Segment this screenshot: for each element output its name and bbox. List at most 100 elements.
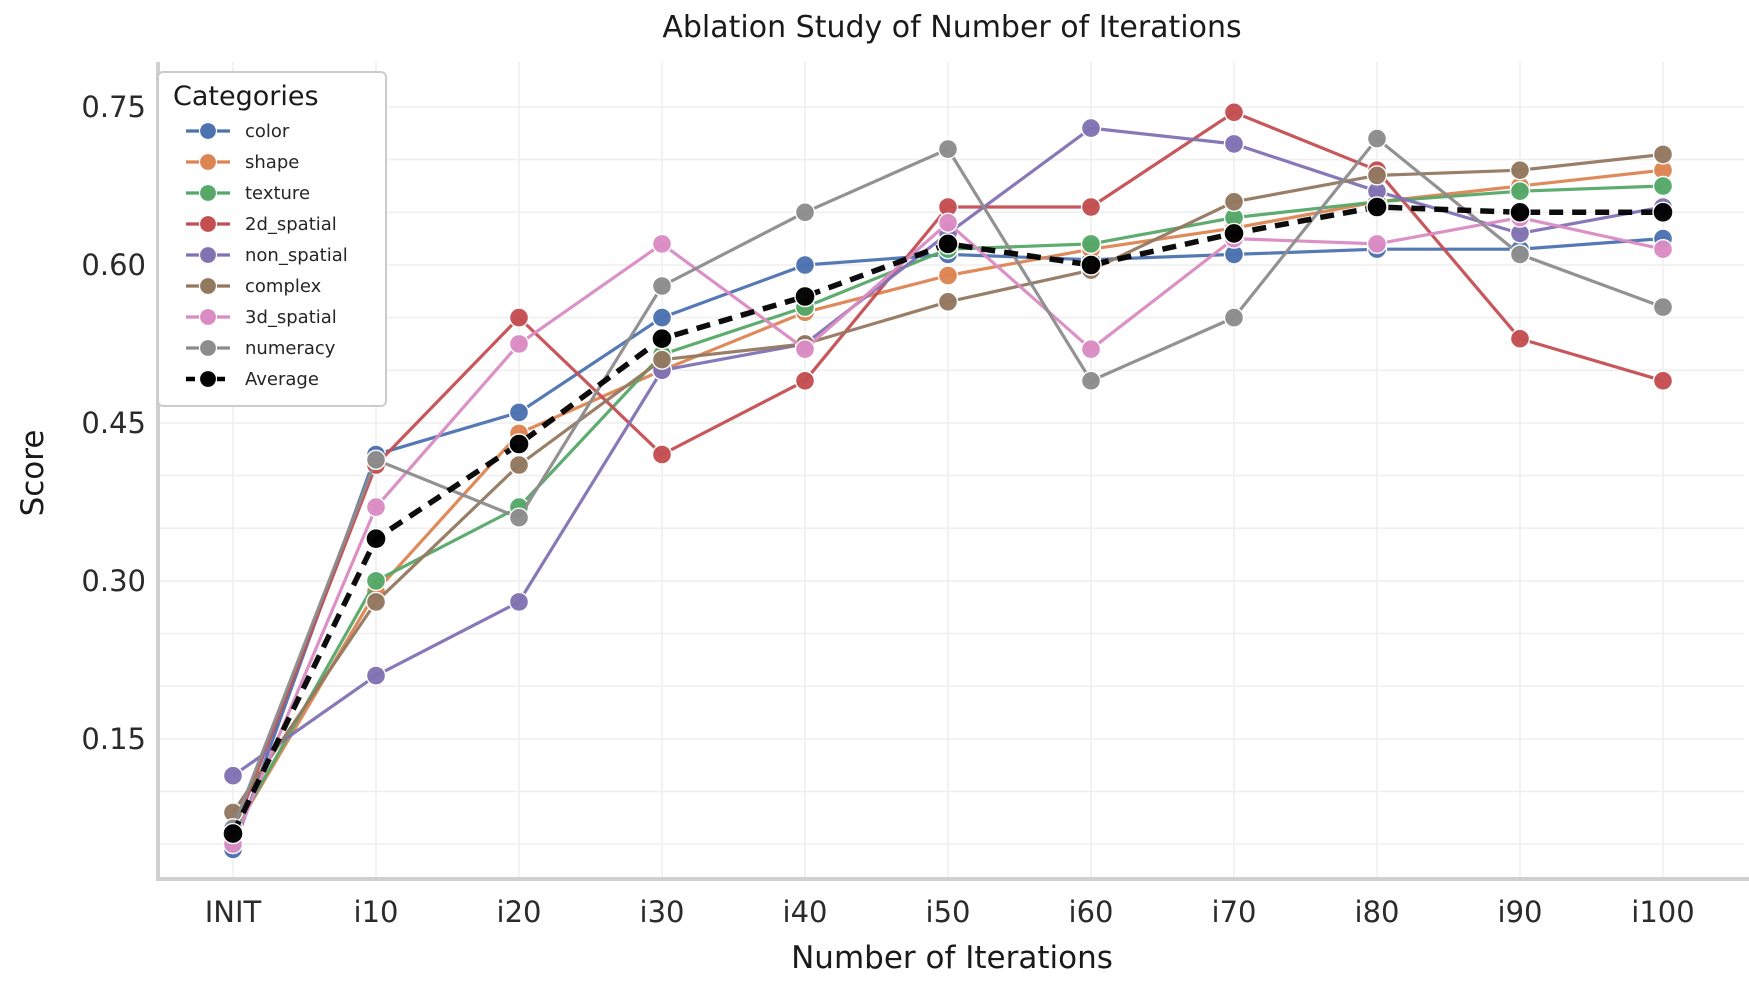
- series-2d_spatial-marker: [794, 370, 816, 391]
- legend-item-label: numeracy: [245, 337, 336, 359]
- y-tick-label: 0.30: [81, 564, 146, 598]
- x-tick-label: i50: [926, 895, 971, 929]
- legend-item-2d_spatial: 2d_spatial: [185, 211, 371, 237]
- series-2d_spatial-marker: [1509, 328, 1531, 349]
- series-texture-marker: [365, 570, 387, 592]
- x-tick-label: i80: [1355, 895, 1400, 929]
- legend-marker-icon: [198, 276, 218, 296]
- series-3d_spatial-marker: [1080, 339, 1102, 360]
- x-axis-spine: [156, 877, 1749, 881]
- legend-marker-icon: [198, 152, 218, 172]
- legend-2d_spatial-swatch-icon: [186, 214, 230, 234]
- series-2d_spatial-marker: [1652, 370, 1674, 391]
- legend-item-label: non_spatial: [245, 244, 348, 266]
- x-tick-label: i40: [783, 895, 828, 929]
- y-axis-title: Score: [15, 429, 51, 517]
- series-Average-marker: [222, 822, 244, 845]
- legend-color-swatch-icon: [186, 121, 230, 141]
- series-numeracy-marker: [508, 507, 530, 528]
- legend-texture-swatch-icon: [186, 183, 230, 203]
- legend-item-label: 2d_spatial: [245, 213, 337, 235]
- y-tick-label: 0.75: [81, 90, 146, 124]
- legend-marker-icon: [198, 214, 218, 234]
- legend-marker-icon: [198, 245, 218, 265]
- y-tick-label: 0.45: [81, 406, 146, 440]
- legend-item-color: color: [185, 118, 371, 144]
- series-non_spatial-marker: [1080, 117, 1102, 139]
- legend-item-label: Average: [245, 368, 319, 390]
- series-3d_spatial-marker: [365, 496, 387, 518]
- series-numeracy-marker: [1652, 296, 1674, 318]
- series-texture-marker: [1509, 180, 1531, 202]
- legend-item-label: texture: [245, 182, 311, 204]
- series-numeracy-marker: [365, 449, 387, 470]
- legend-item-texture: texture: [185, 180, 371, 206]
- series-numeracy-marker: [937, 138, 959, 160]
- legend-item-label: shape: [245, 151, 300, 173]
- series-Average-marker: [365, 528, 387, 550]
- legend-complex-swatch-icon: [186, 276, 230, 296]
- legend-item-3d_spatial: 3d_spatial: [185, 304, 371, 330]
- series-texture-marker: [1652, 175, 1674, 197]
- series-Average-marker: [651, 328, 673, 350]
- x-tick-label: i90: [1498, 895, 1543, 929]
- legend-item-numeracy: numeracy: [185, 335, 371, 361]
- series-3d_spatial-marker: [794, 339, 816, 360]
- series-numeracy-marker: [1080, 370, 1102, 391]
- series-3d_spatial-marker: [651, 233, 673, 255]
- legend-shape-swatch-icon: [186, 152, 230, 172]
- series-complex-marker: [937, 291, 959, 312]
- legend-marker-icon: [198, 183, 218, 203]
- series-complex-marker: [508, 454, 530, 476]
- series-complex-marker: [1223, 191, 1245, 213]
- y-tick-label: 0.15: [81, 722, 146, 756]
- series-complex-marker: [365, 591, 387, 613]
- series-texture-marker: [1080, 233, 1102, 255]
- legend-item-complex: complex: [185, 273, 371, 299]
- legend-item-non_spatial: non_spatial: [185, 242, 371, 268]
- x-tick-label: i30: [640, 895, 685, 929]
- series-Average-marker: [1509, 201, 1531, 224]
- legend-Average-swatch-icon: [186, 369, 230, 389]
- legend-non_spatial-swatch-icon: [186, 245, 230, 265]
- series-Average-marker: [1080, 254, 1102, 276]
- series-color-marker: [794, 254, 816, 276]
- series-Average-marker: [508, 433, 530, 455]
- series-Average-marker: [1652, 201, 1674, 224]
- legend-title: Categories: [173, 81, 319, 112]
- legend-item-label: 3d_spatial: [245, 306, 337, 328]
- series-2d_spatial-marker: [508, 307, 530, 328]
- series-shape-marker: [937, 265, 959, 286]
- y-axis-spine: [156, 62, 160, 881]
- series-complex-marker: [1509, 159, 1531, 181]
- legend-marker-icon: [198, 121, 218, 141]
- series-numeracy-marker: [1366, 128, 1388, 149]
- series-non_spatial-marker: [365, 665, 387, 686]
- series-3d_spatial-marker: [508, 333, 530, 355]
- series-Average-marker: [794, 285, 816, 308]
- legend-marker-icon: [198, 307, 218, 327]
- x-tick-label: i100: [1631, 895, 1694, 929]
- series-color-marker: [651, 307, 673, 328]
- series-complex-marker: [1652, 144, 1674, 165]
- x-tick-label: i60: [1069, 895, 1114, 929]
- chart-title: Ablation Study of Number of Iterations: [662, 10, 1242, 45]
- series-complex-marker: [651, 349, 673, 370]
- x-tick-label: i70: [1212, 895, 1257, 929]
- series-2d_spatial-marker: [1223, 102, 1245, 123]
- y-tick-label: 0.60: [81, 248, 146, 282]
- legend-numeracy-swatch-icon: [186, 338, 230, 358]
- series-3d_spatial-marker: [1652, 238, 1674, 260]
- series-Average-marker: [937, 233, 959, 255]
- series-2d_spatial-marker: [1080, 196, 1102, 218]
- legend-item-label: complex: [245, 275, 322, 297]
- series-3d_spatial-marker: [937, 212, 959, 234]
- x-tick-label: INIT: [205, 895, 262, 929]
- legend-item-label: color: [245, 120, 290, 142]
- series-non_spatial-marker: [1223, 133, 1245, 155]
- series-Average-marker: [1223, 222, 1245, 245]
